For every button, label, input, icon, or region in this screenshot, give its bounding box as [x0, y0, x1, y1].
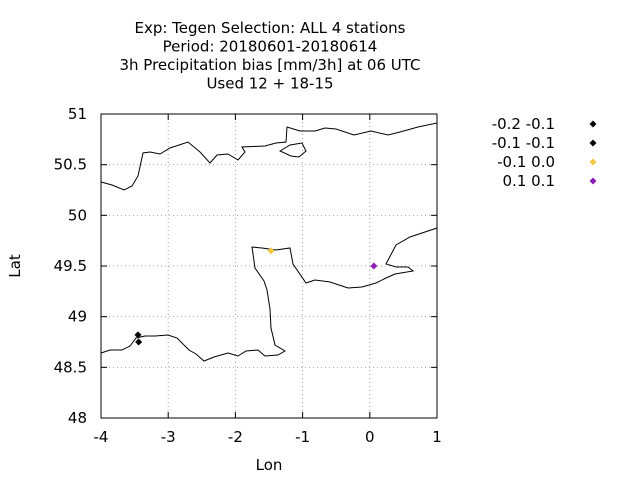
- y-tick-label: 50: [68, 206, 87, 224]
- data-points: [134, 247, 378, 346]
- y-tick-label: 48: [68, 409, 87, 427]
- x-tick-label: -3: [161, 428, 176, 446]
- x-tick-label: -4: [94, 428, 109, 446]
- legend: -0.2 -0.1-0.1 -0.1-0.1 0.00.1 0.1: [492, 115, 597, 190]
- x-tick-label: 1: [432, 428, 442, 446]
- axis-ticks: -4 -3 -2 -1 0 1 48 48.5 49 49.5 50 50.5 51: [54, 105, 442, 446]
- legend-entry-label: -0.2 -0.1: [492, 115, 555, 133]
- x-tick-label: -1: [295, 428, 310, 446]
- chart-title: Exp: Tegen Selection: ALL 4 stationsPeri…: [119, 19, 420, 93]
- x-tick-label: 0: [365, 428, 375, 446]
- x-axis-label: Lon: [256, 456, 283, 474]
- legend-marker: [589, 120, 597, 128]
- coastline-segment: [278, 142, 307, 158]
- title-line: Period: 20180601-20180614: [163, 38, 378, 56]
- y-tick-label: 49: [68, 308, 87, 326]
- data-point: [370, 262, 378, 270]
- grid: [101, 114, 437, 418]
- y-axis-label: Lat: [6, 254, 24, 278]
- legend-entry-label: -0.1 -0.1: [492, 134, 555, 152]
- x-tick-label: -2: [228, 428, 243, 446]
- data-point: [135, 338, 143, 346]
- legend-entry-label: -0.1 0.0: [497, 153, 555, 171]
- coastline-segment: [100, 227, 438, 362]
- data-point: [267, 247, 275, 255]
- y-tick-label: 48.5: [54, 358, 87, 376]
- title-line: Used 12 + 18-15: [206, 75, 333, 93]
- title-line: 3h Precipitation bias [mm/3h] at 06 UTC: [119, 56, 420, 74]
- legend-marker: [589, 139, 597, 147]
- data-point: [134, 331, 142, 339]
- y-tick-label: 49.5: [54, 257, 87, 275]
- legend-entry-label: 0.1 0.1: [503, 172, 555, 190]
- legend-marker: [589, 177, 597, 185]
- title-line: Exp: Tegen Selection: ALL 4 stations: [134, 19, 405, 37]
- coastline: [100, 122, 438, 362]
- coastline-segment: [100, 122, 438, 191]
- y-tick-label: 51: [68, 105, 87, 123]
- legend-marker: [589, 158, 597, 166]
- y-tick-label: 50.5: [54, 156, 87, 174]
